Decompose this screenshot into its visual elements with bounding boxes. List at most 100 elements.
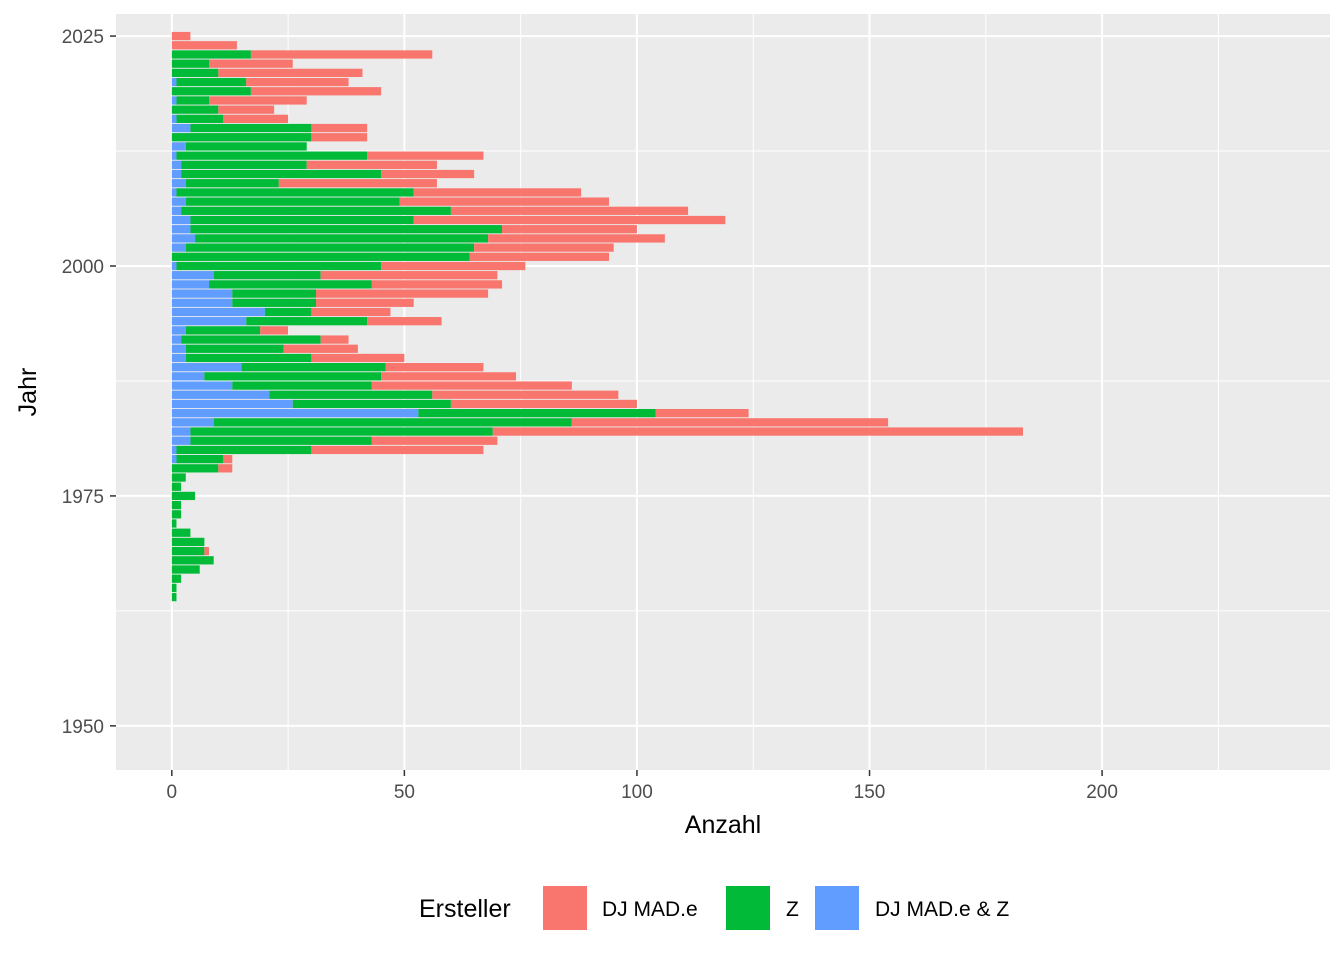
- bar-dj-mad-e-2025: [171, 31, 191, 41]
- bar-dj-mad-e-z-1994: [171, 317, 247, 326]
- bar-dj-mad-e-2012: [367, 151, 484, 160]
- bar-z-2016: [176, 114, 223, 123]
- x-tick-label: 150: [854, 782, 886, 803]
- bar-dj-mad-e-z-1996: [171, 298, 233, 307]
- bar-z-1982: [190, 427, 493, 436]
- bar-z-1997: [232, 289, 317, 298]
- bar-dj-mad-e-2009: [278, 179, 437, 188]
- x-tick-label: 0: [167, 782, 178, 803]
- bar-dj-mad-e-z-1990: [171, 353, 186, 363]
- bar-z-1979: [176, 455, 223, 464]
- bar-dj-mad-e-2016: [222, 114, 289, 123]
- bar-dj-mad-e-1989: [385, 363, 484, 372]
- bar-dj-mad-e-z-1995: [171, 307, 265, 317]
- legend-key-dj-made-and-z: [815, 886, 859, 930]
- legend-label-dj-made-and-z: DJ MAD.e & Z: [875, 898, 1009, 921]
- bar-z-1975: [171, 491, 196, 501]
- bar-z-1964: [171, 592, 177, 602]
- bar-dj-mad-e-1990: [311, 353, 405, 363]
- bar-z-2013: [185, 142, 307, 151]
- bar-dj-mad-e-1982: [492, 427, 1024, 436]
- bar-dj-mad-e-z-2008: [171, 188, 177, 197]
- bar-z-2021: [171, 68, 219, 77]
- y-axis-title: Jahr: [14, 368, 42, 417]
- bar-dj-mad-e-1969: [204, 546, 210, 556]
- bars: [171, 31, 1024, 602]
- bar-dj-mad-e-z-2013: [171, 142, 186, 151]
- bar-dj-mad-e-1981: [371, 436, 498, 445]
- bar-z-1987: [232, 381, 372, 390]
- x-tick-label: 100: [621, 782, 653, 803]
- bar-dj-mad-e-1992: [320, 335, 349, 344]
- bar-dj-mad-e-2001: [469, 252, 610, 261]
- bar-dj-mad-e-z-2020: [171, 77, 177, 87]
- bar-dj-mad-e-2017: [218, 105, 275, 114]
- y-axis: 1950 1975 2000 2025: [62, 27, 116, 738]
- bar-dj-mad-e-z-1989: [171, 363, 242, 372]
- bar-z-1970: [171, 537, 205, 547]
- bar-dj-mad-e-2015: [311, 123, 368, 133]
- bar-z-1991: [185, 344, 284, 353]
- bar-dj-mad-e-z-1981: [171, 436, 191, 445]
- bar-z-1993: [185, 326, 261, 335]
- bar-dj-mad-e-z-1979: [171, 455, 177, 464]
- bar-dj-mad-e-1991: [283, 344, 358, 353]
- bar-dj-mad-e-2021: [218, 68, 363, 77]
- bar-dj-mad-e-z-1982: [171, 427, 191, 436]
- bar-dj-mad-e-z-1999: [171, 271, 214, 280]
- bar-z-2015: [190, 123, 312, 133]
- bar-dj-mad-e-2010: [381, 169, 475, 179]
- bar-z-2020: [176, 77, 247, 87]
- bar-dj-mad-e-z-2007: [171, 197, 186, 206]
- bar-z-1976: [171, 482, 182, 491]
- x-tick-label: 50: [394, 782, 415, 803]
- bar-dj-mad-e-1988: [381, 372, 517, 381]
- bar-dj-mad-e-2003: [488, 234, 665, 243]
- bar-dj-mad-e-1978: [218, 464, 233, 473]
- bar-z-1966: [171, 574, 182, 583]
- bar-z-2012: [176, 151, 368, 160]
- bar-z-1985: [292, 399, 451, 409]
- bar-z-1990: [185, 353, 312, 363]
- bar-dj-mad-e-z-2003: [171, 234, 196, 243]
- bar-dj-mad-e-z-1993: [171, 326, 186, 335]
- legend-key-z: [726, 886, 770, 930]
- legend-label-z: Z: [786, 898, 799, 921]
- y-tick-label: 1975: [62, 487, 104, 508]
- bar-dj-mad-e-z-2000: [171, 261, 177, 271]
- bar-dj-mad-e-2024: [171, 41, 237, 50]
- bar-dj-mad-e-1995: [311, 307, 391, 317]
- bar-z-1996: [232, 298, 317, 307]
- y-tick-label: 2025: [62, 27, 104, 48]
- bar-z-2000: [176, 261, 382, 271]
- bar-z-2023: [171, 50, 251, 59]
- bar-z-1965: [171, 583, 177, 593]
- bar-z-2006: [181, 206, 451, 215]
- bar-dj-mad-e-1983: [571, 418, 889, 427]
- bar-dj-mad-e-z-1997: [171, 289, 233, 298]
- bar-dj-mad-e-z-2006: [171, 206, 182, 215]
- y-tick-label: 2000: [62, 257, 104, 278]
- bar-z-1981: [190, 436, 372, 445]
- bar-z-1967: [171, 565, 200, 574]
- bar-dj-mad-e-1996: [316, 298, 414, 307]
- bar-z-2009: [185, 179, 279, 188]
- bar-dj-mad-e-2007: [399, 197, 610, 206]
- legend-key-dj-made: [543, 886, 587, 930]
- bar-dj-mad-e-1994: [367, 317, 442, 326]
- bar-dj-mad-e-z-2009: [171, 179, 186, 188]
- bar-dj-mad-e-z-2010: [171, 169, 182, 179]
- bar-dj-mad-e-2022: [209, 59, 293, 68]
- bar-z-2018: [176, 96, 210, 105]
- bar-z-2005: [190, 215, 414, 225]
- bar-dj-mad-e-1999: [320, 271, 498, 280]
- bar-dj-mad-e-z-1986: [171, 390, 270, 399]
- bar-z-1984: [418, 409, 656, 418]
- bar-z-1995: [264, 307, 312, 317]
- bar-dj-mad-e-z-1985: [171, 399, 293, 409]
- bar-dj-mad-e-1986: [432, 390, 619, 399]
- bar-z-1969: [171, 546, 205, 556]
- bar-dj-mad-e-z-1991: [171, 344, 186, 353]
- bar-dj-mad-e-z-2002: [171, 243, 186, 252]
